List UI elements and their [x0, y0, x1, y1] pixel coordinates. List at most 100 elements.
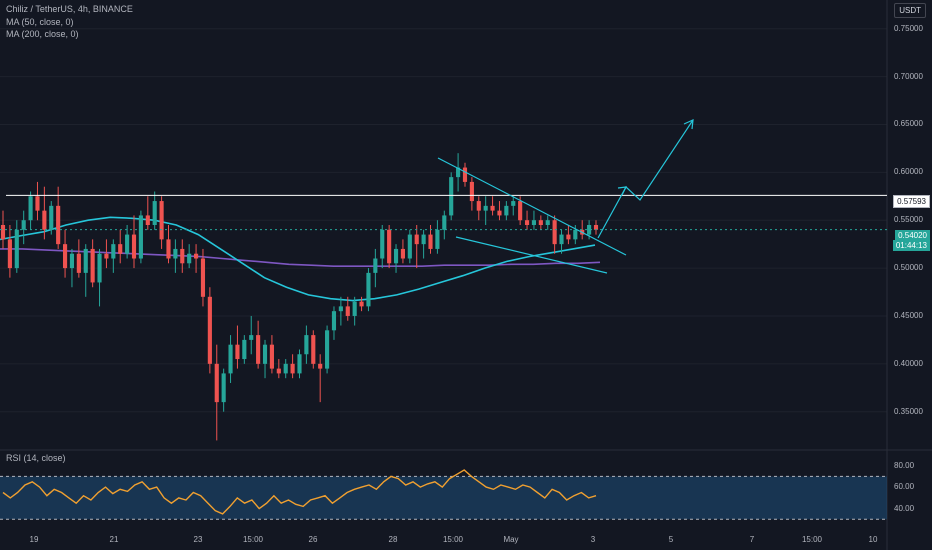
candle-body[interactable]	[207, 296, 212, 364]
candle-body[interactable]	[200, 258, 206, 297]
wedge-upper-line[interactable]	[437, 157, 627, 256]
candle-body[interactable]	[0, 225, 6, 240]
candle-body[interactable]	[593, 225, 599, 230]
candle-body[interactable]	[83, 248, 88, 273]
candle-body[interactable]	[373, 258, 378, 273]
candle-body[interactable]	[400, 248, 405, 259]
candle-body[interactable]	[462, 167, 468, 182]
candle-body[interactable]	[145, 215, 150, 225]
candle-body[interactable]	[214, 363, 219, 403]
candle-body[interactable]	[297, 354, 302, 374]
candle-body[interactable]	[97, 253, 102, 283]
candle-body[interactable]	[242, 339, 247, 360]
candle-body[interactable]	[325, 330, 330, 369]
candle-body[interactable]	[35, 196, 40, 211]
candle-body[interactable]	[449, 177, 454, 216]
candle-body[interactable]	[559, 234, 564, 245]
candle-body[interactable]	[118, 244, 123, 254]
candle-body[interactable]	[283, 363, 288, 374]
candle-body[interactable]	[414, 234, 419, 245]
rsi-legend[interactable]: RSI (14, close)	[6, 453, 66, 463]
candle-body[interactable]	[331, 311, 337, 331]
candle-body[interactable]	[407, 234, 412, 259]
candle-body[interactable]	[249, 335, 254, 340]
candle-body[interactable]	[69, 253, 75, 269]
candle-body[interactable]	[393, 248, 399, 264]
candle-body[interactable]	[152, 201, 157, 225]
candle-body[interactable]	[235, 344, 240, 360]
candle-body[interactable]	[49, 205, 54, 230]
candle-body[interactable]	[538, 220, 543, 225]
ma200-line	[0, 248, 601, 268]
candles[interactable]	[0, 153, 599, 441]
candle-body[interactable]	[180, 248, 185, 264]
candle-body[interactable]	[28, 196, 33, 221]
candle-body[interactable]	[311, 335, 316, 364]
candle-body[interactable]	[125, 234, 130, 254]
candle-body[interactable]	[276, 368, 281, 374]
candle-body[interactable]	[387, 229, 392, 264]
candle-body[interactable]	[338, 306, 343, 312]
candle-body[interactable]	[442, 215, 447, 230]
candle-body[interactable]	[304, 335, 309, 355]
candle-body[interactable]	[90, 248, 95, 283]
candle-body[interactable]	[138, 215, 143, 259]
candle-body[interactable]	[111, 244, 116, 259]
candle-body[interactable]	[366, 272, 371, 307]
candle-body[interactable]	[497, 210, 502, 216]
candle-body[interactable]	[21, 220, 26, 230]
candle-body[interactable]	[7, 239, 12, 269]
candle-body[interactable]	[511, 201, 516, 206]
symbol-legend[interactable]: Chiliz / TetherUS, 4h, BINANCE	[6, 4, 133, 14]
candle-body[interactable]	[545, 220, 550, 225]
currency-button[interactable]: USDT	[894, 3, 926, 18]
candle-body[interactable]	[421, 234, 426, 245]
candle-body[interactable]	[56, 205, 61, 245]
candle-body[interactable]	[62, 244, 68, 269]
candle-body[interactable]	[380, 229, 385, 259]
candle-body[interactable]	[490, 205, 495, 211]
price-tick-label: 0.75000	[894, 23, 923, 33]
candle-body[interactable]	[469, 181, 474, 202]
candle-body[interactable]	[159, 201, 164, 240]
candle-body[interactable]	[483, 205, 488, 211]
ma200-legend[interactable]: MA (200, close, 0)	[6, 29, 79, 39]
candle-body[interactable]	[359, 301, 364, 307]
candle-body[interactable]	[221, 373, 226, 403]
candle-body[interactable]	[531, 220, 537, 225]
wedge-lower-line[interactable]	[455, 236, 608, 274]
candle-body[interactable]	[352, 301, 357, 316]
projection-path[interactable]	[597, 119, 694, 239]
drawings[interactable]	[0, 119, 887, 274]
candle-body[interactable]	[456, 167, 461, 178]
candle-body[interactable]	[290, 363, 295, 374]
candle-body[interactable]	[42, 210, 47, 230]
candle-body[interactable]	[345, 306, 350, 316]
candle-body[interactable]	[552, 220, 557, 245]
candle-body[interactable]	[256, 335, 261, 364]
candle-body[interactable]	[573, 229, 578, 240]
candle-body[interactable]	[504, 205, 509, 216]
rsi-pane[interactable]	[0, 469, 887, 520]
candle-body[interactable]	[194, 253, 199, 259]
candle-body[interactable]	[566, 234, 571, 240]
candle-body[interactable]	[131, 234, 137, 259]
candle-body[interactable]	[318, 363, 323, 369]
ma50-legend[interactable]: MA (50, close, 0)	[6, 17, 74, 27]
candle-body[interactable]	[262, 344, 268, 364]
candle-body[interactable]	[104, 253, 109, 259]
candle-body[interactable]	[269, 344, 274, 369]
candle-body[interactable]	[228, 344, 233, 374]
candle-body[interactable]	[587, 225, 592, 235]
candle-body[interactable]	[518, 201, 523, 221]
candle-body[interactable]	[435, 229, 440, 249]
candle-body[interactable]	[428, 234, 433, 249]
candle-body[interactable]	[166, 239, 171, 259]
candle-body[interactable]	[14, 229, 19, 269]
candle-body[interactable]	[187, 253, 192, 264]
candle-body[interactable]	[524, 220, 530, 225]
candle-body[interactable]	[173, 248, 178, 259]
candle-body[interactable]	[476, 201, 481, 211]
candle-body[interactable]	[76, 253, 81, 273]
